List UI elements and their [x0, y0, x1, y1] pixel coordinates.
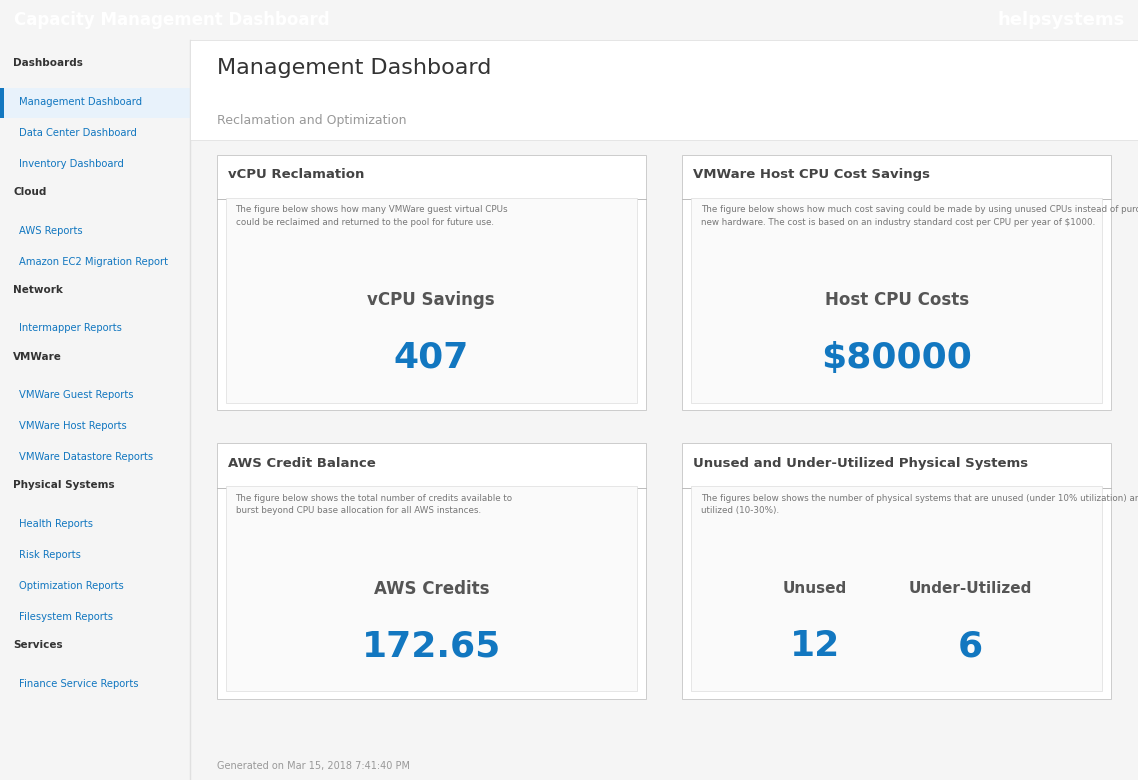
- Text: Management Dashboard: Management Dashboard: [216, 58, 490, 79]
- Text: Inventory Dashboard: Inventory Dashboard: [19, 159, 124, 169]
- Text: Management Dashboard: Management Dashboard: [19, 97, 142, 107]
- Bar: [0, 88, 190, 118]
- Text: Cloud: Cloud: [14, 187, 47, 197]
- Text: Data Center Dashboard: Data Center Dashboard: [19, 128, 137, 138]
- Text: 407: 407: [394, 341, 469, 374]
- Bar: [216, 154, 646, 410]
- Text: Amazon EC2 Migration Report: Amazon EC2 Migration Report: [19, 257, 168, 267]
- Bar: [216, 443, 646, 699]
- Text: Unused: Unused: [783, 581, 847, 596]
- Text: VMWare Guest Reports: VMWare Guest Reports: [19, 390, 133, 400]
- Bar: [692, 486, 1102, 691]
- Text: Finance Service Reports: Finance Service Reports: [19, 679, 139, 689]
- Text: Network: Network: [14, 285, 64, 295]
- Text: Dashboards: Dashboards: [14, 58, 83, 69]
- Text: Under-Utilized: Under-Utilized: [909, 581, 1032, 596]
- Bar: [692, 197, 1102, 402]
- Text: vCPU Reclamation: vCPU Reclamation: [228, 168, 364, 181]
- Text: Filesystem Reports: Filesystem Reports: [19, 612, 113, 622]
- Bar: [226, 197, 636, 402]
- Text: AWS Credits: AWS Credits: [373, 580, 489, 597]
- Text: 6: 6: [958, 629, 983, 663]
- Text: The figure below shows the total number of credits available to
burst beyond CPU: The figure below shows the total number …: [236, 494, 512, 515]
- Text: VMWare Host Reports: VMWare Host Reports: [19, 421, 126, 431]
- Text: Physical Systems: Physical Systems: [14, 480, 115, 491]
- Text: Health Reports: Health Reports: [19, 519, 93, 529]
- Text: The figures below shows the number of physical systems that are unused (under 10: The figures below shows the number of ph…: [701, 494, 1138, 515]
- Text: VMWare Host CPU Cost Savings: VMWare Host CPU Cost Savings: [693, 168, 931, 181]
- Text: $80000: $80000: [822, 341, 972, 374]
- Text: Services: Services: [14, 640, 63, 651]
- Text: Host CPU Costs: Host CPU Costs: [825, 291, 968, 309]
- Text: 172.65: 172.65: [362, 629, 501, 663]
- Text: VMWare: VMWare: [14, 352, 63, 362]
- Text: The figure below shows how many VMWare guest virtual CPUs
could be reclaimed and: The figure below shows how many VMWare g…: [236, 205, 509, 226]
- Text: Generated on Mar 15, 2018 7:41:40 PM: Generated on Mar 15, 2018 7:41:40 PM: [216, 761, 410, 771]
- Bar: [0, 88, 5, 118]
- Text: VMWare Datastore Reports: VMWare Datastore Reports: [19, 452, 154, 463]
- Bar: [190, 40, 1138, 140]
- Bar: [682, 154, 1112, 410]
- Text: AWS Reports: AWS Reports: [19, 225, 83, 236]
- Text: Intermapper Reports: Intermapper Reports: [19, 324, 122, 333]
- Bar: [226, 486, 636, 691]
- Text: AWS Credit Balance: AWS Credit Balance: [228, 456, 376, 470]
- Text: 12: 12: [790, 629, 840, 663]
- Text: Capacity Management Dashboard: Capacity Management Dashboard: [14, 11, 329, 29]
- Bar: [682, 443, 1112, 699]
- Text: Unused and Under-Utilized Physical Systems: Unused and Under-Utilized Physical Syste…: [693, 456, 1029, 470]
- Text: Optimization Reports: Optimization Reports: [19, 581, 124, 591]
- Text: vCPU Savings: vCPU Savings: [368, 291, 495, 309]
- Text: The figure below shows how much cost saving could be made by using unused CPUs i: The figure below shows how much cost sav…: [701, 205, 1138, 226]
- Text: helpsystems: helpsystems: [997, 11, 1124, 29]
- Text: Reclamation and Optimization: Reclamation and Optimization: [216, 114, 406, 127]
- Text: Risk Reports: Risk Reports: [19, 550, 81, 560]
